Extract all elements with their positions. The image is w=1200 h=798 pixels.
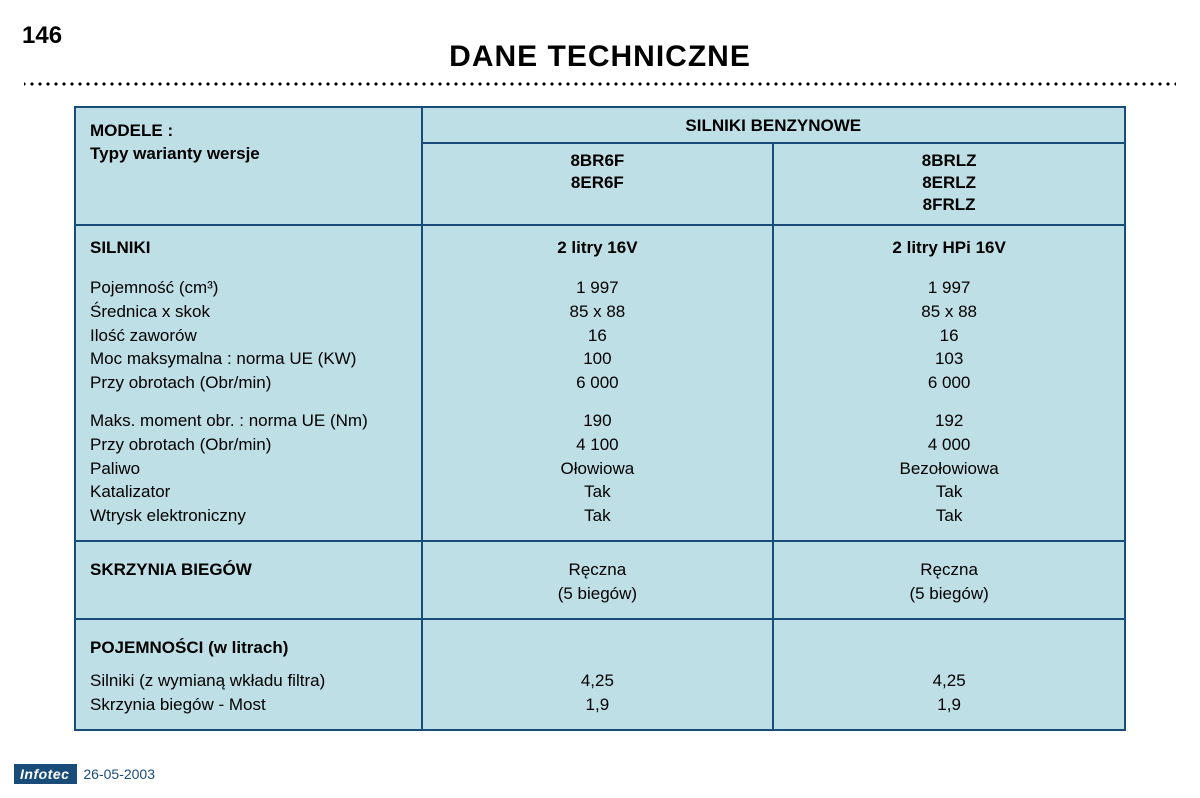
spec-label: Wtrysk elektroniczny [90,504,407,528]
spec-value: Tak [788,480,1110,504]
header-col2-codes: 8BRLZ 8ERLZ 8FRLZ [773,143,1125,225]
capacities-col2: 4,25 1,9 [773,619,1125,730]
dotted-separator [24,80,1176,88]
spec-value: 6 000 [437,371,759,395]
code: 8BRLZ [922,151,977,170]
spec-value: Bezołowiowa [788,457,1110,481]
spec-value: 190 [437,409,759,433]
engines-section-label: SILNIKI [90,236,407,260]
spec-value: Ołowiowa [437,457,759,481]
spec-value: Tak [437,480,759,504]
header-models-label1: MODELE : [90,121,173,140]
code: 8ER6F [571,173,624,192]
spec-label: Silniki (z wymianą wkładu filtra) [90,669,407,693]
spec-value: 85 x 88 [437,300,759,324]
spec-label: Przy obrotach (Obr/min) [90,433,407,457]
gearbox-value: (5 biegów) [437,582,759,606]
spec-value: 1,9 [788,693,1110,717]
header-col1-codes: 8BR6F 8ER6F [422,143,774,225]
spec-value: 192 [788,409,1110,433]
header-row-1: MODELE : Typy warianty wersje SILNIKI BE… [75,107,1125,143]
engines-col1-cell: 2 litry 16V 1 997 85 x 88 16 100 6 000 1… [422,225,774,541]
engines-row: SILNIKI Pojemność (cm³) Średnica x skok … [75,225,1125,541]
spec-table: MODELE : Typy warianty wersje SILNIKI BE… [74,106,1126,731]
capacities-col1: 4,25 1,9 [422,619,774,730]
spec-label: Przy obrotach (Obr/min) [90,371,407,395]
spec-value: 85 x 88 [788,300,1110,324]
spec-table-container: MODELE : Typy warianty wersje SILNIKI BE… [74,106,1126,731]
engine-name-col2: 2 litry HPi 16V [788,236,1110,260]
page-footer: Infotec 26-05-2003 [14,764,155,784]
spec-value: 6 000 [788,371,1110,395]
gearbox-section-label: SKRZYNIA BIEGÓW [90,558,407,582]
gearbox-row: SKRZYNIA BIEGÓW Ręczna (5 biegów) Ręczna… [75,541,1125,619]
capacities-label-cell: POJEMNOŚCI (w litrach) Silniki (z wymian… [75,619,422,730]
spec-label: Maks. moment obr. : norma UE (Nm) [90,409,407,433]
header-models-cell: MODELE : Typy warianty wersje [75,107,422,225]
spec-value: 103 [788,347,1110,371]
spec-value: Tak [788,504,1110,528]
capacities-section-label: POJEMNOŚCI (w litrach) [90,636,407,660]
spec-label: Paliwo [90,457,407,481]
gearbox-col2: Ręczna (5 biegów) [773,541,1125,619]
spec-value: 16 [437,324,759,348]
spec-value: 4 000 [788,433,1110,457]
spec-value: 1,9 [437,693,759,717]
spec-label: Pojemność (cm³) [90,276,407,300]
spec-label: Skrzynia biegów - Most [90,693,407,717]
engine-name-col1: 2 litry 16V [437,236,759,260]
spec-value: Tak [437,504,759,528]
engines-labels-cell: SILNIKI Pojemność (cm³) Średnica x skok … [75,225,422,541]
capacities-row: POJEMNOŚCI (w litrach) Silniki (z wymian… [75,619,1125,730]
page-title: DANE TECHNICZNE [0,0,1200,74]
gearbox-col1: Ręczna (5 biegów) [422,541,774,619]
footer-badge: Infotec [14,764,77,784]
footer-date: 26-05-2003 [83,766,155,782]
spec-label: Ilość zaworów [90,324,407,348]
code: 8ERLZ [922,173,976,192]
spec-value: 1 997 [788,276,1110,300]
code: 8BR6F [570,151,624,170]
code: 8FRLZ [923,195,976,214]
spec-label: Średnica x skok [90,300,407,324]
spec-value: 4,25 [437,669,759,693]
header-engine-group: SILNIKI BENZYNOWE [422,107,1126,143]
spec-label: Moc maksymalna : norma UE (KW) [90,347,407,371]
page-number: 146 [22,22,62,50]
header-models-label2: Typy warianty wersje [90,144,260,163]
gearbox-value: Ręczna [437,558,759,582]
spec-label: Katalizator [90,480,407,504]
gearbox-label-cell: SKRZYNIA BIEGÓW [75,541,422,619]
engines-col2-cell: 2 litry HPi 16V 1 997 85 x 88 16 103 6 0… [773,225,1125,541]
gearbox-value: Ręczna [788,558,1110,582]
spec-value: 100 [437,347,759,371]
gearbox-value: (5 biegów) [788,582,1110,606]
spec-value: 4,25 [788,669,1110,693]
spec-value: 16 [788,324,1110,348]
spec-value: 1 997 [437,276,759,300]
spec-value: 4 100 [437,433,759,457]
